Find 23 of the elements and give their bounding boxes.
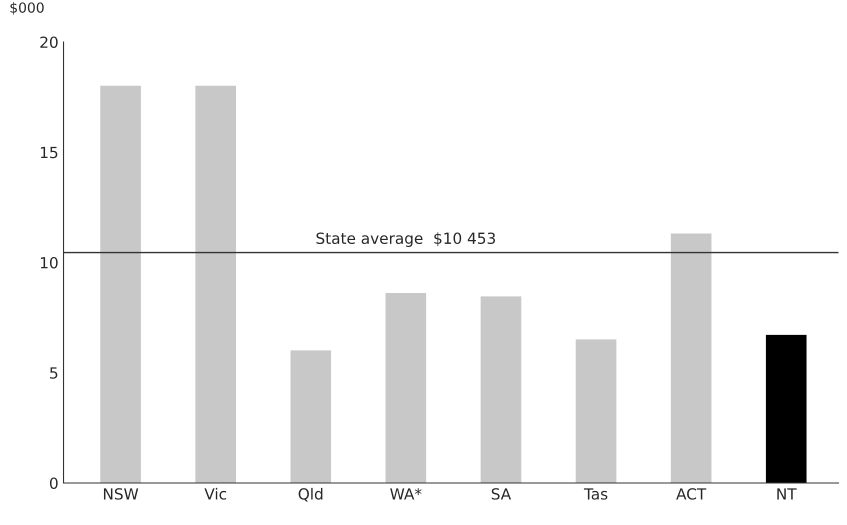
bar [480,296,522,483]
x-tick-label: NSW [104,488,138,500]
bar [290,350,332,483]
bar [670,233,712,483]
x-tick-label: Qld [298,488,322,502]
ref-line-label: State average $10 453 [316,232,495,247]
x-tick-label: SA [492,488,512,500]
y-tick-label: 20 [40,36,58,48]
bar [766,334,807,483]
bar [100,86,141,483]
x-tick-label: NT [777,488,797,500]
x-tick-label: Tas [584,488,608,500]
bar [386,293,426,483]
y-tick-label: 0 [50,477,58,490]
bar [576,339,616,483]
bar [195,86,236,483]
y-axis-title: $000 [10,2,44,15]
y-tick-label: 15 [40,146,58,158]
x-tick-label: WA* [390,488,422,500]
y-tick-label: 5 [50,367,58,379]
x-tick-label: ACT [676,488,706,500]
y-tick-label: 10 [40,256,58,269]
x-tick-label: Vic [204,488,226,500]
